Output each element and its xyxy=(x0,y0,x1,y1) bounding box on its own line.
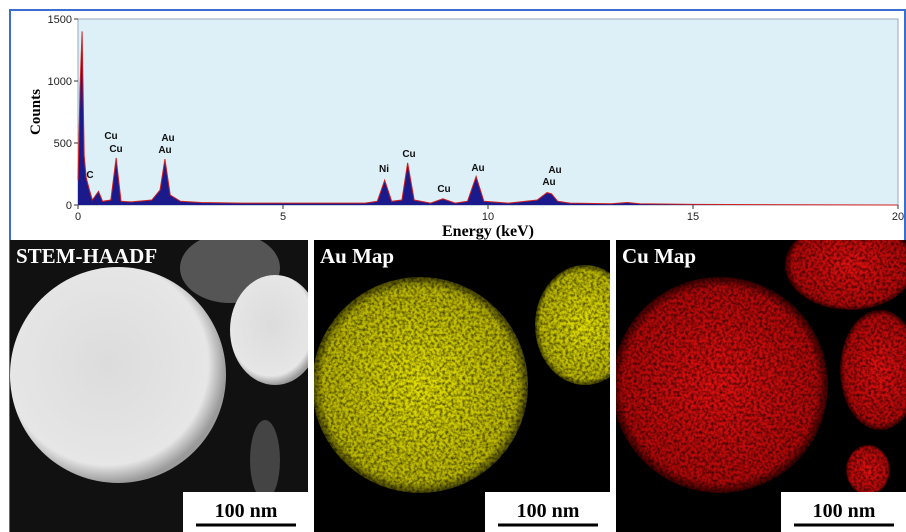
x-tick-label: 5 xyxy=(280,211,286,223)
peak-label: Ni xyxy=(379,164,389,175)
peak-label: Cu xyxy=(437,184,450,195)
panel-label: Cu Map xyxy=(622,244,696,268)
peak-label: Cu xyxy=(109,144,122,155)
y-axis-label: Counts xyxy=(28,89,44,135)
x-tick-label: 0 xyxy=(75,211,81,223)
page: 0 500 1000 1500 0 5 10 15 20 Energy (keV) Counts C C… xyxy=(0,0,906,532)
figure: 0 500 1000 1500 0 5 10 15 20 Energy (keV) Counts C C… xyxy=(0,0,906,532)
scale-bar-label: 100 nm xyxy=(813,500,876,522)
au-map-image xyxy=(312,240,635,532)
x-axis-label: Energy (keV) xyxy=(442,223,534,240)
panel-label: Au Map xyxy=(320,244,394,268)
peak-label: Au xyxy=(548,165,561,176)
peak-label: Cu xyxy=(402,149,415,160)
y-tick-label: 0 xyxy=(66,200,72,212)
scale-bar-label: 100 nm xyxy=(517,500,580,522)
peak-label: Au xyxy=(471,163,484,174)
peak-label: Au xyxy=(158,145,171,156)
peak-label: Au xyxy=(161,133,174,144)
y-tick-label: 500 xyxy=(54,138,72,150)
y-tick-label: 1000 xyxy=(48,76,72,88)
panel-label: STEM-HAADF xyxy=(16,244,157,268)
plot-area xyxy=(78,19,898,205)
scale-bar-label: 100 nm xyxy=(215,500,278,522)
x-tick-label: 10 xyxy=(482,211,494,223)
peak-label: Au xyxy=(542,177,555,188)
peak-label: Cu xyxy=(104,131,117,142)
peak-label: C xyxy=(86,170,93,181)
y-tick-label: 1500 xyxy=(48,14,72,26)
haadf-image xyxy=(10,233,320,532)
x-tick-label: 20 xyxy=(892,211,904,223)
x-tick-label: 15 xyxy=(687,211,699,223)
